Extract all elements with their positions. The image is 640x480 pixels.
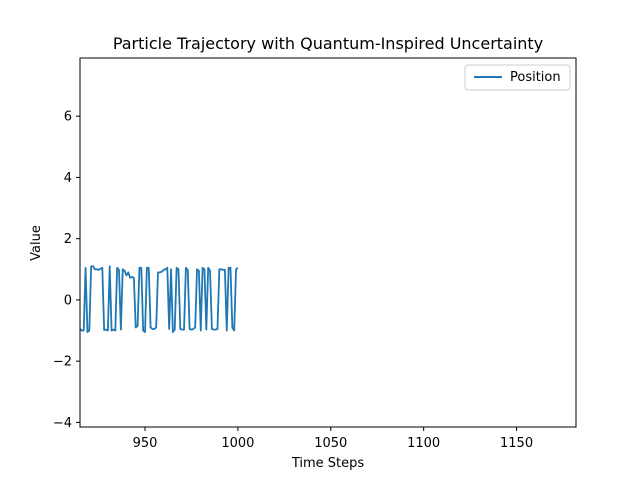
y-tick-label: 2 [64, 232, 72, 247]
x-tick-label: 1100 [407, 436, 440, 451]
y-tick-label: 4 [64, 171, 72, 186]
x-axis-ticks: 950 1000 1050 1100 1150 [133, 427, 533, 451]
x-axis-label: Time Steps [291, 456, 365, 471]
plot-area [80, 58, 576, 427]
x-tick-label: 1150 [500, 436, 533, 451]
y-axis-ticks: −4 −2 0 2 4 6 [53, 110, 80, 431]
y-axis-label: Value [29, 225, 44, 261]
x-tick-label: 1050 [314, 436, 347, 451]
series-position-line [80, 265, 239, 333]
y-tick-label: 0 [64, 293, 72, 308]
y-tick-label: −2 [53, 355, 72, 370]
legend-box [464, 64, 571, 91]
x-tick-label: 1000 [221, 436, 254, 451]
y-tick-label: −4 [53, 416, 72, 431]
chart-title: Particle Trajectory with Quantum-Inspire… [113, 34, 543, 53]
legend: Position [464, 64, 571, 91]
series-clip-group [80, 265, 239, 333]
legend-position-label: Position [510, 70, 561, 85]
y-tick-label: 6 [64, 110, 72, 125]
plot-frame [79, 57, 577, 428]
x-tick-label: 950 [133, 436, 158, 451]
